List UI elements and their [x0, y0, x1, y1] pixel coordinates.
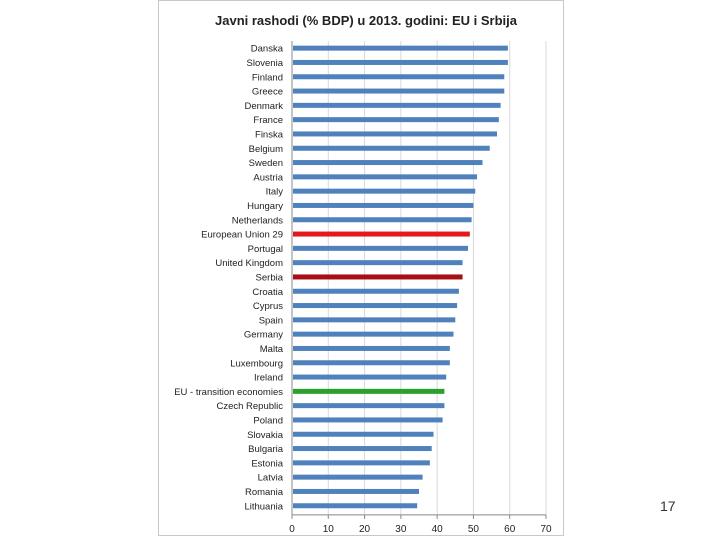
bar-slovakia [293, 431, 434, 437]
category-label: France [253, 115, 283, 126]
category-label: Ireland [254, 373, 283, 384]
chart-title: Javni rashodi (% BDP) u 2013. godini: EU… [215, 13, 518, 28]
category-label: Spain [259, 315, 283, 326]
category-label: Denmark [244, 101, 283, 112]
category-label: Portugal [248, 244, 283, 255]
bar-italy [293, 188, 476, 194]
bar-hungary [293, 202, 474, 208]
category-label: Finland [252, 72, 283, 83]
bar-european-union-29 [293, 231, 470, 237]
bar-ireland [293, 374, 447, 380]
category-label: Luxembourg [230, 358, 283, 369]
bar-spain [293, 317, 456, 323]
category-label: Romania [245, 487, 284, 498]
category-label: Malta [260, 344, 284, 355]
category-label: Finska [255, 129, 284, 140]
bar-sweden [293, 160, 483, 166]
category-label: European Union 29 [201, 230, 283, 241]
bar-croatia [293, 288, 459, 294]
category-label: Poland [253, 415, 283, 426]
category-label: Czech Republic [216, 401, 283, 412]
page-number: 17 [660, 498, 676, 514]
bar-finland [293, 74, 505, 80]
bar-united-kingdom [293, 260, 463, 266]
bar-netherlands [293, 217, 472, 223]
bar-lithuania [293, 503, 418, 509]
category-label: Italy [266, 187, 284, 198]
bar-poland [293, 417, 443, 423]
x-tick-label: 70 [540, 524, 552, 535]
bar-danska [293, 45, 508, 51]
category-label: Belgium [249, 144, 283, 155]
bar-france [293, 117, 499, 123]
category-label: Hungary [247, 201, 283, 212]
category-label: Greece [252, 87, 283, 98]
bar-estonia [293, 460, 430, 466]
category-label: Sweden [249, 158, 283, 169]
category-label: Bulgaria [248, 444, 284, 455]
category-label: United Kingdom [215, 258, 283, 269]
category-label: Austria [253, 172, 283, 183]
category-label: Croatia [252, 287, 283, 298]
category-label: Danska [251, 44, 284, 55]
bar-belgium [293, 145, 490, 151]
x-tick-label: 60 [504, 524, 516, 535]
category-label: Estonia [251, 458, 283, 469]
category-label: Lithuania [244, 501, 283, 512]
category-label: Serbia [256, 272, 284, 283]
bar-denmark [293, 102, 501, 108]
category-label: Latvia [258, 473, 284, 484]
category-label: EU - transition economies [174, 387, 283, 398]
bar-austria [293, 174, 478, 180]
bar-eu-transition-economies [293, 388, 445, 394]
x-tick-label: 30 [395, 524, 407, 535]
bar-czech-republic [293, 403, 445, 409]
bar-portugal [293, 245, 468, 251]
bar-latvia [293, 474, 423, 480]
bar-bulgaria [293, 446, 432, 452]
bar-chart: Javni rashodi (% BDP) u 2013. godini: EU… [174, 13, 552, 535]
x-tick-label: 40 [432, 524, 444, 535]
bar-germany [293, 331, 454, 337]
bar-luxembourg [293, 360, 450, 366]
category-label: Germany [244, 330, 283, 341]
x-axis: 0 10 20 30 40 50 60 70 [289, 41, 552, 535]
bar-finska [293, 131, 498, 137]
x-tick-label: 20 [359, 524, 371, 535]
bar-romania [293, 488, 419, 494]
bars [293, 45, 508, 509]
bar-malta [293, 345, 450, 351]
bar-greece [293, 88, 505, 94]
bar-serbia [293, 274, 463, 280]
chart-frame: Javni rashodi (% BDP) u 2013. godini: EU… [158, 0, 564, 536]
x-tick-label: 10 [323, 524, 335, 535]
bar-cyprus [293, 303, 458, 309]
category-label: Netherlands [232, 215, 283, 226]
x-tick-label: 50 [468, 524, 480, 535]
x-tick-label: 0 [289, 524, 295, 535]
category-label: Slovakia [247, 430, 284, 441]
bar-slovenia [293, 59, 508, 65]
category-label: Slovenia [247, 58, 284, 69]
category-labels: Danska Slovenia Finland Greece Denmark France… [174, 44, 283, 513]
category-label: Cyprus [253, 301, 283, 312]
